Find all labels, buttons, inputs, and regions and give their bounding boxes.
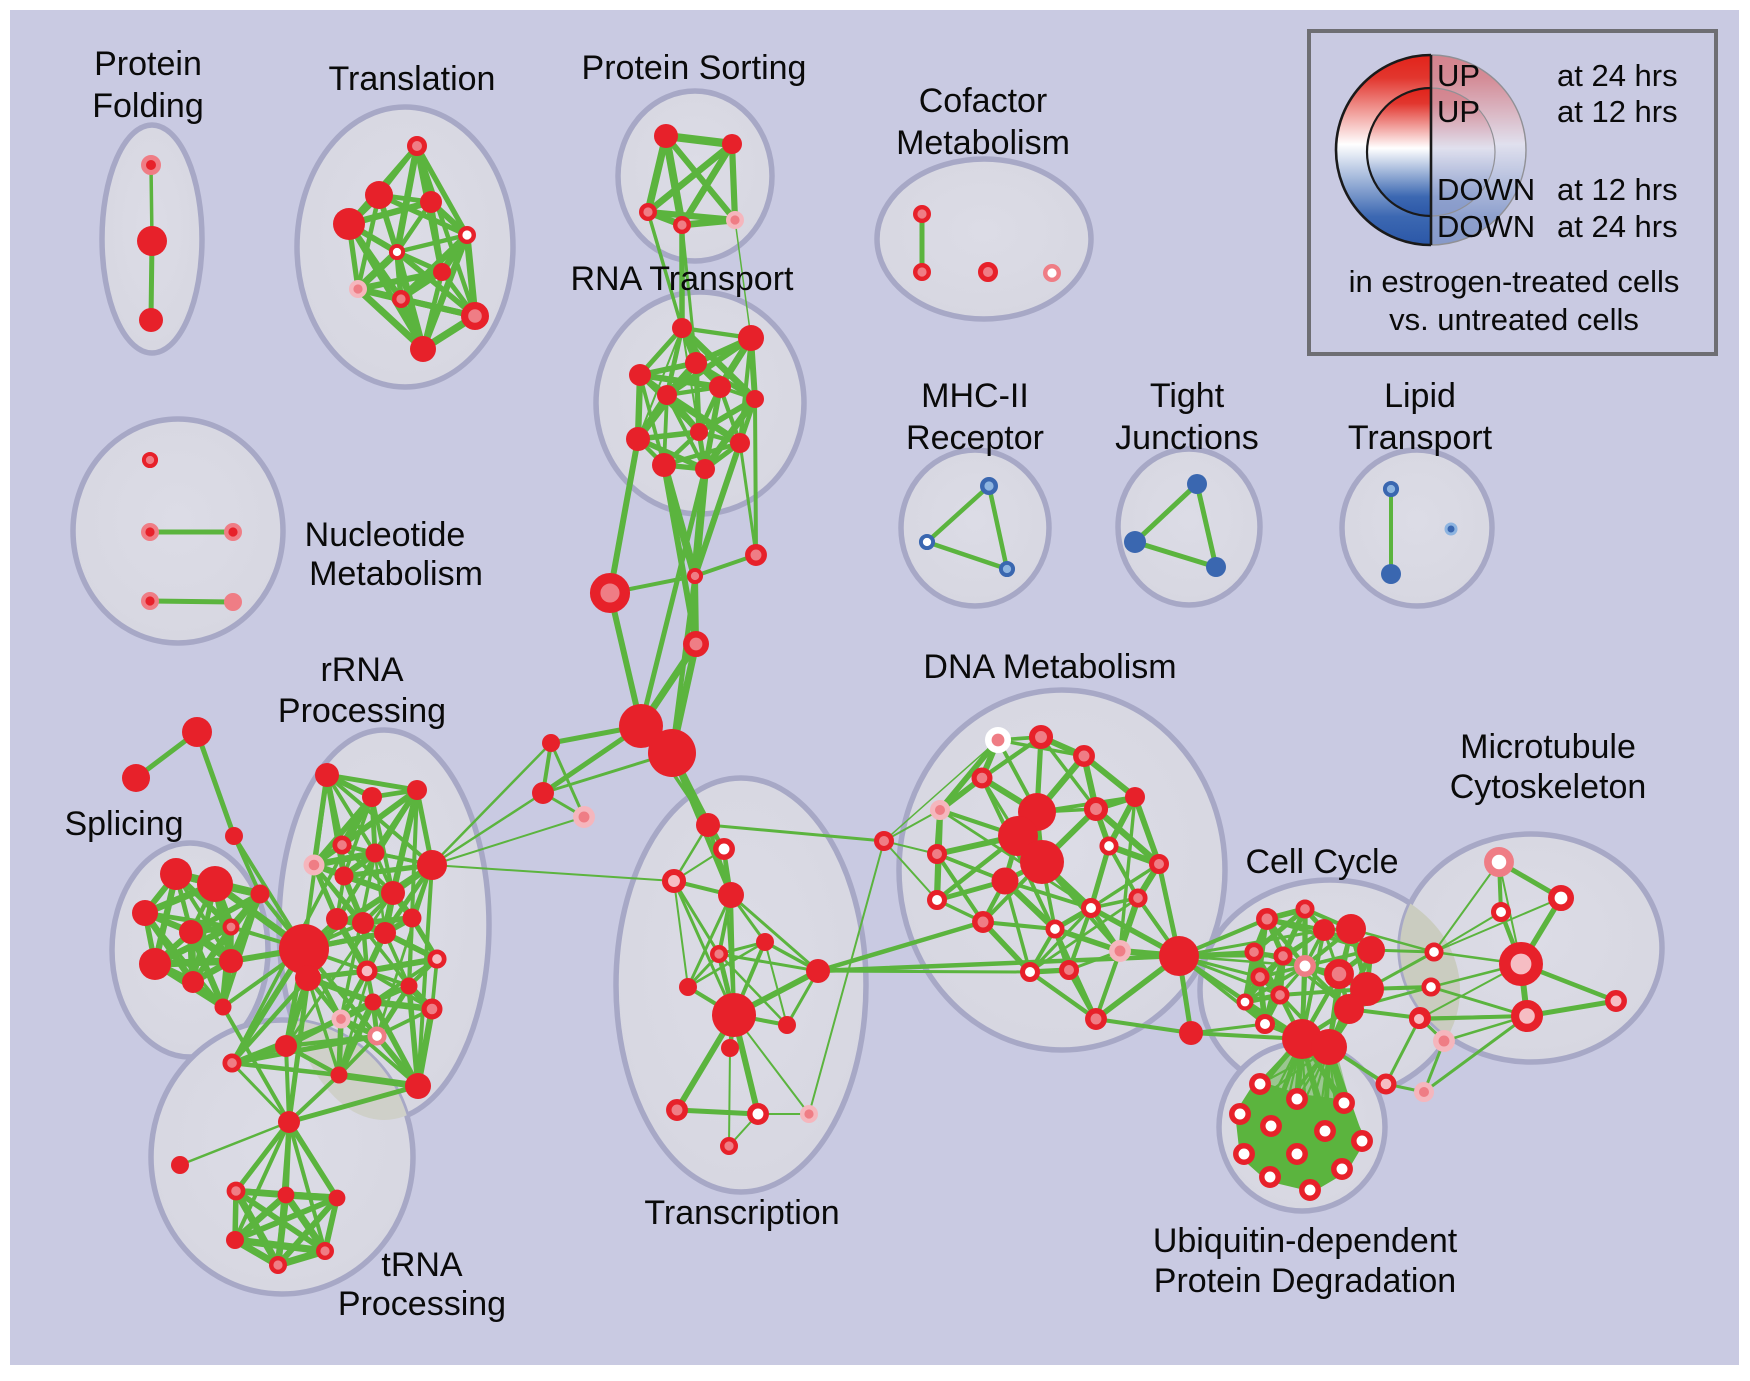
svg-text:Processing: Processing [338, 1285, 506, 1323]
svg-text:MHC-II: MHC-II [921, 377, 1029, 415]
svg-text:Tight: Tight [1150, 377, 1225, 415]
svg-text:Cofactor: Cofactor [919, 82, 1048, 120]
svg-text:RNA Transport: RNA Transport [571, 260, 795, 298]
svg-text:Folding: Folding [92, 87, 204, 125]
svg-text:tRNA: tRNA [381, 1246, 463, 1284]
svg-text:Cytoskeleton: Cytoskeleton [1450, 768, 1647, 806]
svg-text:Transport: Transport [1348, 419, 1493, 457]
svg-text:in estrogen-treated cells: in estrogen-treated cells [1349, 264, 1680, 299]
svg-text:Lipid: Lipid [1384, 377, 1456, 415]
svg-text:Splicing: Splicing [64, 805, 183, 843]
svg-text:at 12 hrs: at 12 hrs [1557, 172, 1678, 207]
svg-text:Metabolism: Metabolism [896, 124, 1070, 162]
svg-text:Nucleotide: Nucleotide [305, 516, 466, 554]
svg-text:Cell Cycle: Cell Cycle [1245, 843, 1398, 881]
svg-text:Microtubule: Microtubule [1460, 728, 1636, 766]
svg-text:Ubiquitin-dependent: Ubiquitin-dependent [1153, 1222, 1458, 1260]
svg-text:DOWN: DOWN [1437, 172, 1535, 207]
svg-text:Transcription: Transcription [644, 1194, 839, 1232]
svg-text:rRNA: rRNA [320, 651, 403, 689]
svg-text:at 24 hrs: at 24 hrs [1557, 58, 1678, 93]
svg-text:Junctions: Junctions [1115, 419, 1259, 457]
svg-text:DOWN: DOWN [1437, 209, 1535, 244]
svg-text:Protein Sorting: Protein Sorting [582, 49, 807, 87]
svg-text:Translation: Translation [329, 60, 496, 98]
svg-text:at 24 hrs: at 24 hrs [1557, 209, 1678, 244]
svg-text:Protein Degradation: Protein Degradation [1154, 1262, 1456, 1300]
svg-text:Receptor: Receptor [906, 419, 1044, 457]
svg-text:UP: UP [1437, 58, 1480, 93]
svg-text:vs. untreated cells: vs. untreated cells [1389, 302, 1639, 337]
svg-text:at 12 hrs: at 12 hrs [1557, 94, 1678, 129]
svg-text:DNA Metabolism: DNA Metabolism [923, 648, 1176, 686]
svg-text:Protein: Protein [94, 45, 202, 83]
svg-text:UP: UP [1437, 94, 1480, 129]
svg-text:Processing: Processing [278, 692, 446, 730]
svg-text:Metabolism: Metabolism [309, 555, 483, 593]
